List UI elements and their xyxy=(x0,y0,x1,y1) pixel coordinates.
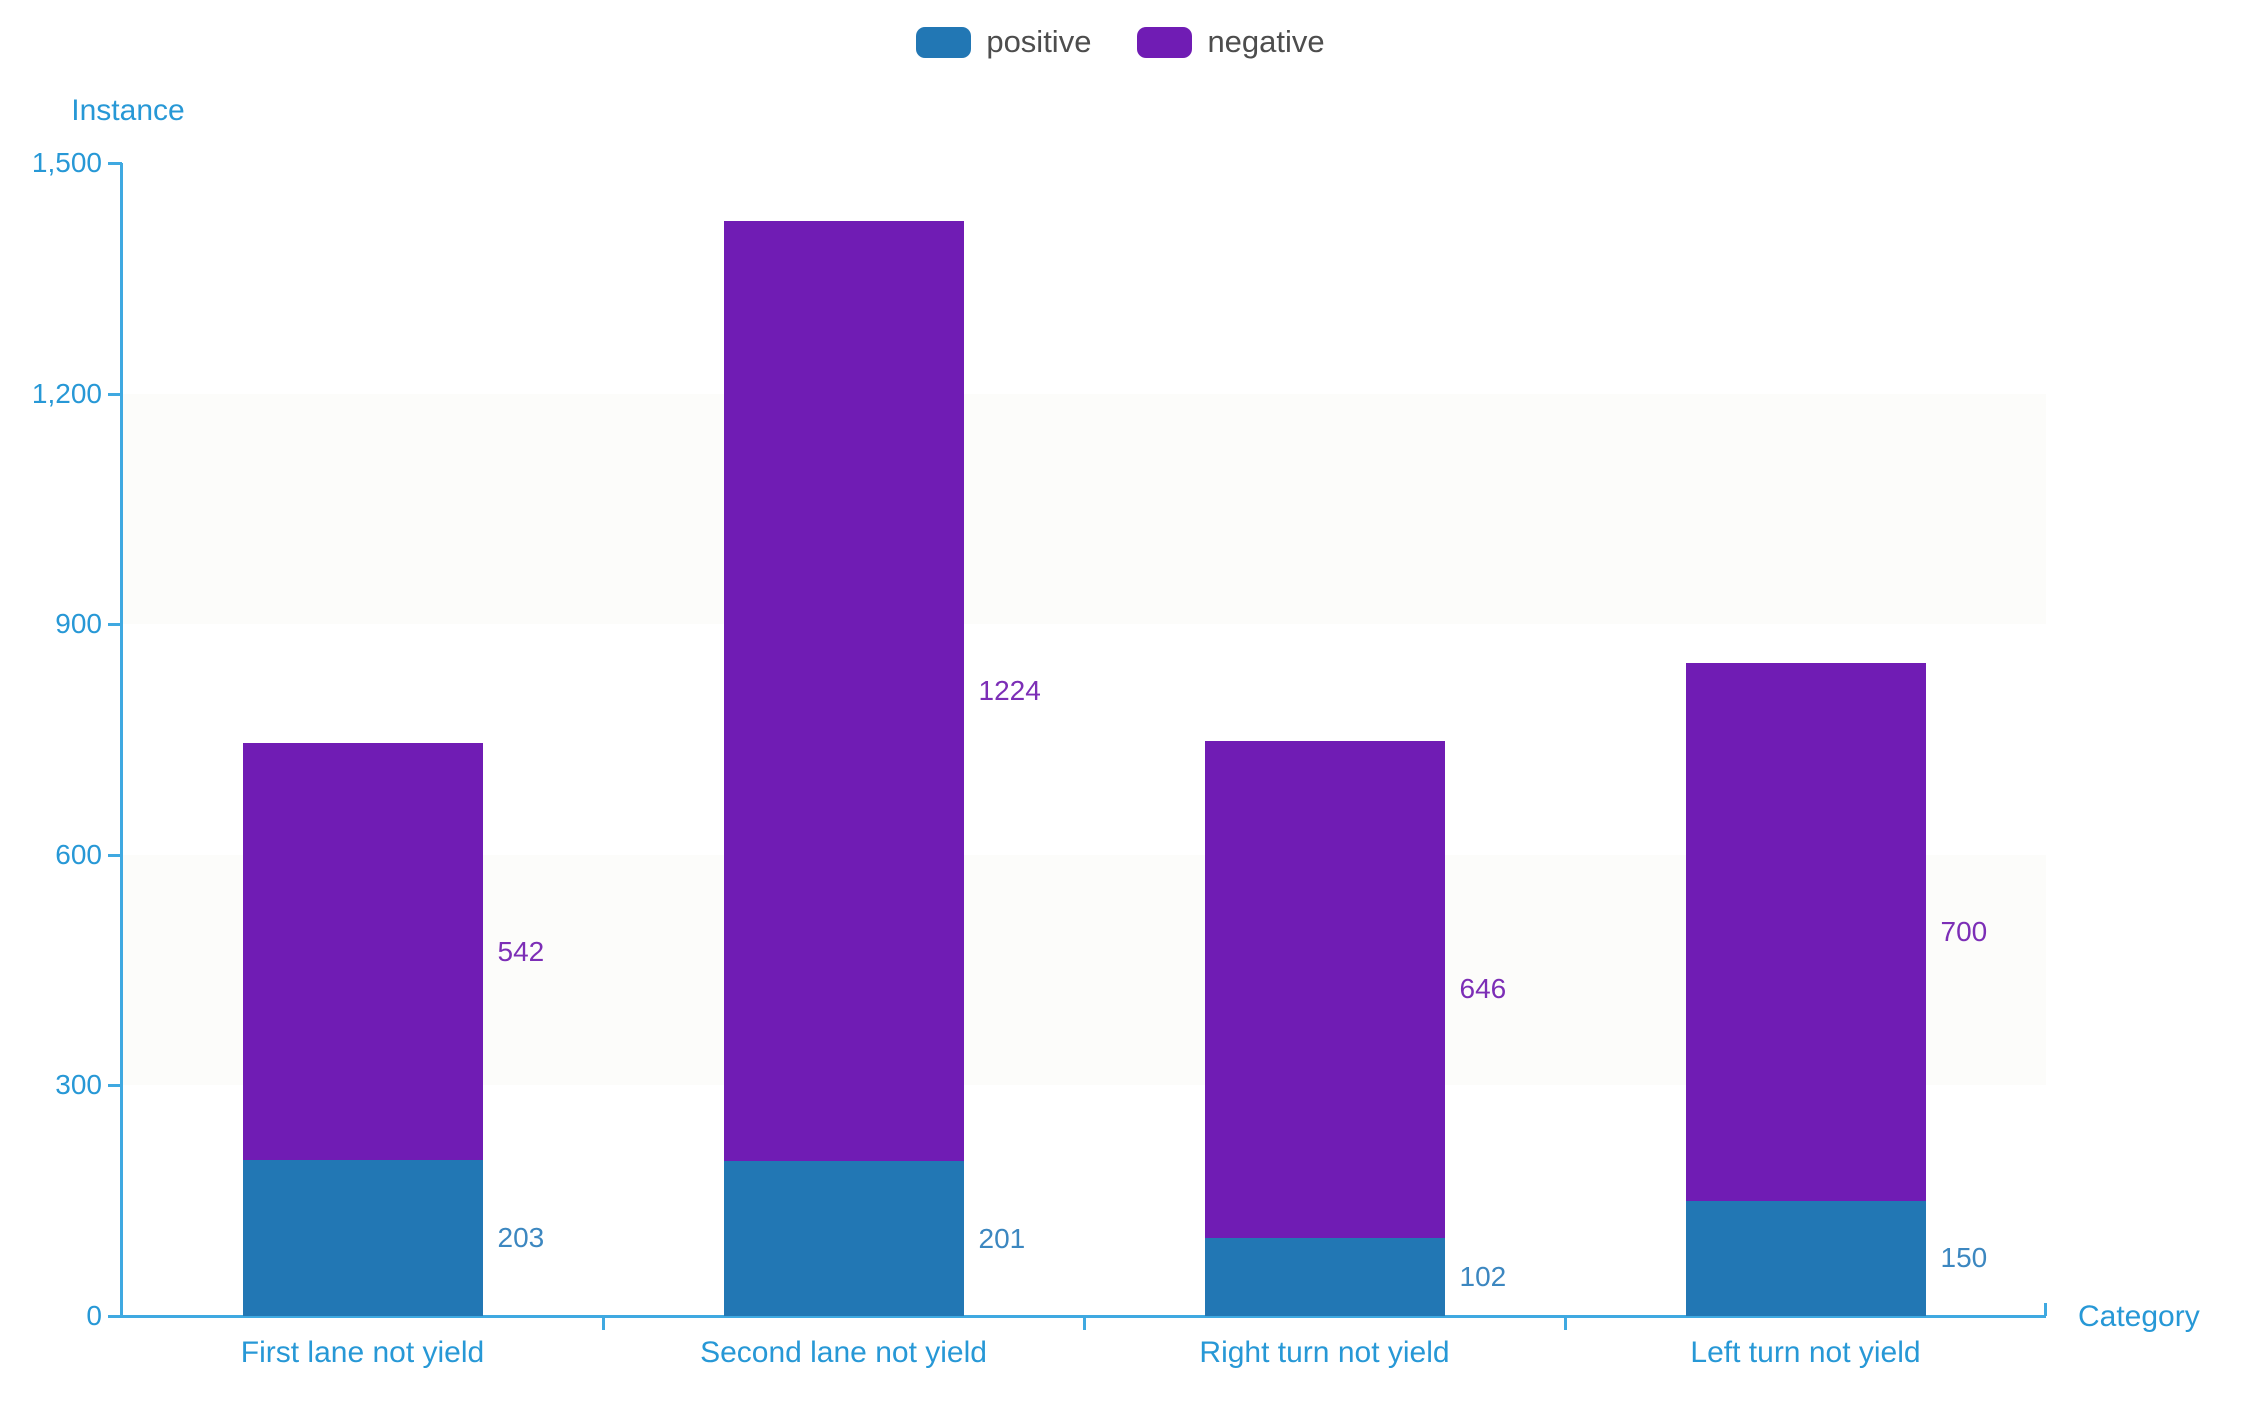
category-label: Right turn not yield xyxy=(1199,1336,1450,1369)
x-tick-mark xyxy=(602,1317,605,1330)
y-tick-mark xyxy=(108,623,122,627)
bar-value-label: 646 xyxy=(1459,973,1507,1005)
y-axis-title: Instance xyxy=(71,94,185,127)
x-axis-line xyxy=(108,1315,2046,1318)
x-axis-end-tick xyxy=(2044,1303,2047,1316)
x-tick-mark xyxy=(1083,1317,1086,1330)
x-axis-title: Category xyxy=(2078,1300,2200,1333)
y-tick-mark xyxy=(108,392,122,396)
bar-value-label: 700 xyxy=(1940,915,1988,947)
bar-segment-negative xyxy=(242,743,483,1160)
category-label: Second lane not yield xyxy=(700,1336,987,1369)
bar-segment-positive xyxy=(242,1159,483,1316)
bar-value-label: 1224 xyxy=(978,675,1041,707)
legend-label-positive: positive xyxy=(986,24,1092,59)
y-tick-label: 300 xyxy=(55,1069,102,1101)
category-label: First lane not yield xyxy=(240,1336,485,1369)
y-tick-label: 900 xyxy=(55,608,102,640)
y-tick-mark xyxy=(108,1084,122,1088)
plot-band xyxy=(122,393,2046,625)
x-tick-mark xyxy=(1564,1317,1567,1330)
y-tick-label: 1,500 xyxy=(31,147,102,178)
bar-segment-negative xyxy=(1204,741,1445,1238)
bar-segment-positive xyxy=(1204,1237,1445,1316)
legend-item-negative[interactable]: negative xyxy=(1137,24,1325,60)
y-tick-label: 0 xyxy=(86,1300,102,1331)
y-tick-mark xyxy=(108,853,122,857)
y-tick-mark xyxy=(108,1315,122,1318)
bar-value-label: 102 xyxy=(1459,1260,1507,1292)
legend-label-negative: negative xyxy=(1207,24,1325,59)
legend-swatch-negative-icon xyxy=(1137,26,1193,58)
bar-value-label: 203 xyxy=(497,1221,545,1253)
legend-item-positive[interactable]: positive xyxy=(916,24,1091,60)
y-tick-label: 1,200 xyxy=(31,377,102,409)
bar-value-label: 201 xyxy=(978,1222,1026,1254)
bar-value-label: 542 xyxy=(497,935,545,967)
category-label: Left turn not yield xyxy=(1690,1336,1921,1369)
bar-segment-positive xyxy=(1685,1200,1926,1316)
bar-segment-negative xyxy=(1685,662,1926,1201)
y-axis-line xyxy=(120,163,123,1318)
y-tick-mark xyxy=(108,162,122,165)
y-tick-label: 600 xyxy=(55,838,102,870)
bar-segment-negative xyxy=(723,220,964,1162)
bar-segment-positive xyxy=(723,1161,964,1316)
legend-swatch-positive-icon xyxy=(916,26,972,58)
chart-legend: positive negative xyxy=(0,24,2241,60)
bar-value-label: 150 xyxy=(1940,1242,1988,1274)
